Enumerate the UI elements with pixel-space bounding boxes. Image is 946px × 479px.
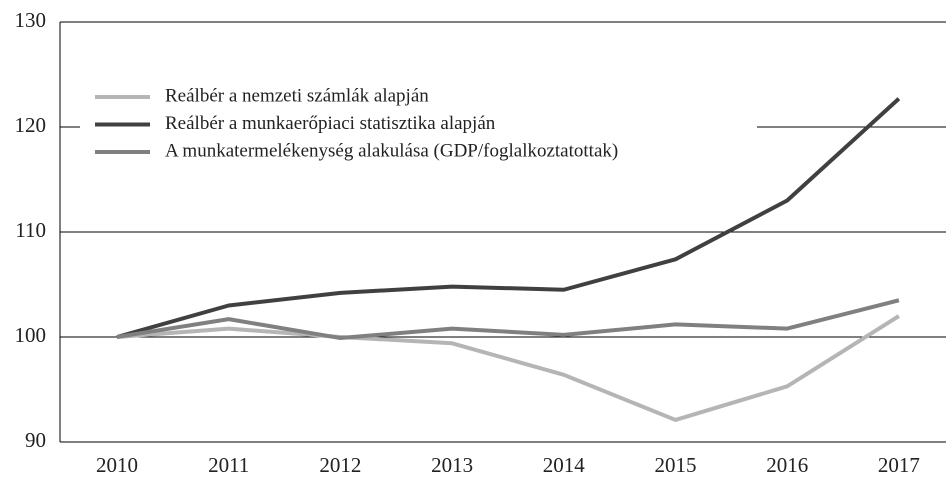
y-tick-label: 120 [15,113,47,137]
x-tick-label: 2014 [543,453,586,477]
x-tick-label: 2017 [878,453,920,477]
series-line [116,314,900,422]
x-tick-label: 2013 [431,453,473,477]
x-tick-label: 2015 [655,453,697,477]
y-tick-label: 130 [15,8,47,32]
legend-label: Reálbér a munkaerőpiaci statisztika alap… [165,113,496,134]
series-line [116,97,901,339]
x-tick-label: 2010 [96,453,138,477]
legend-label: Reálbér a nemzeti számlák alapján [165,85,429,106]
y-tick-label: 90 [25,428,46,452]
y-tick-label: 110 [15,218,46,242]
x-tick-label: 2016 [766,453,808,477]
x-tick-label: 2012 [319,453,361,477]
legend-box [80,78,757,178]
y-tick-label: 100 [15,323,47,347]
series-line [116,298,900,341]
x-tick-label: 2011 [208,453,249,477]
legend-label: A munkatermelékenység alakulása (GDP/fog… [165,140,618,161]
